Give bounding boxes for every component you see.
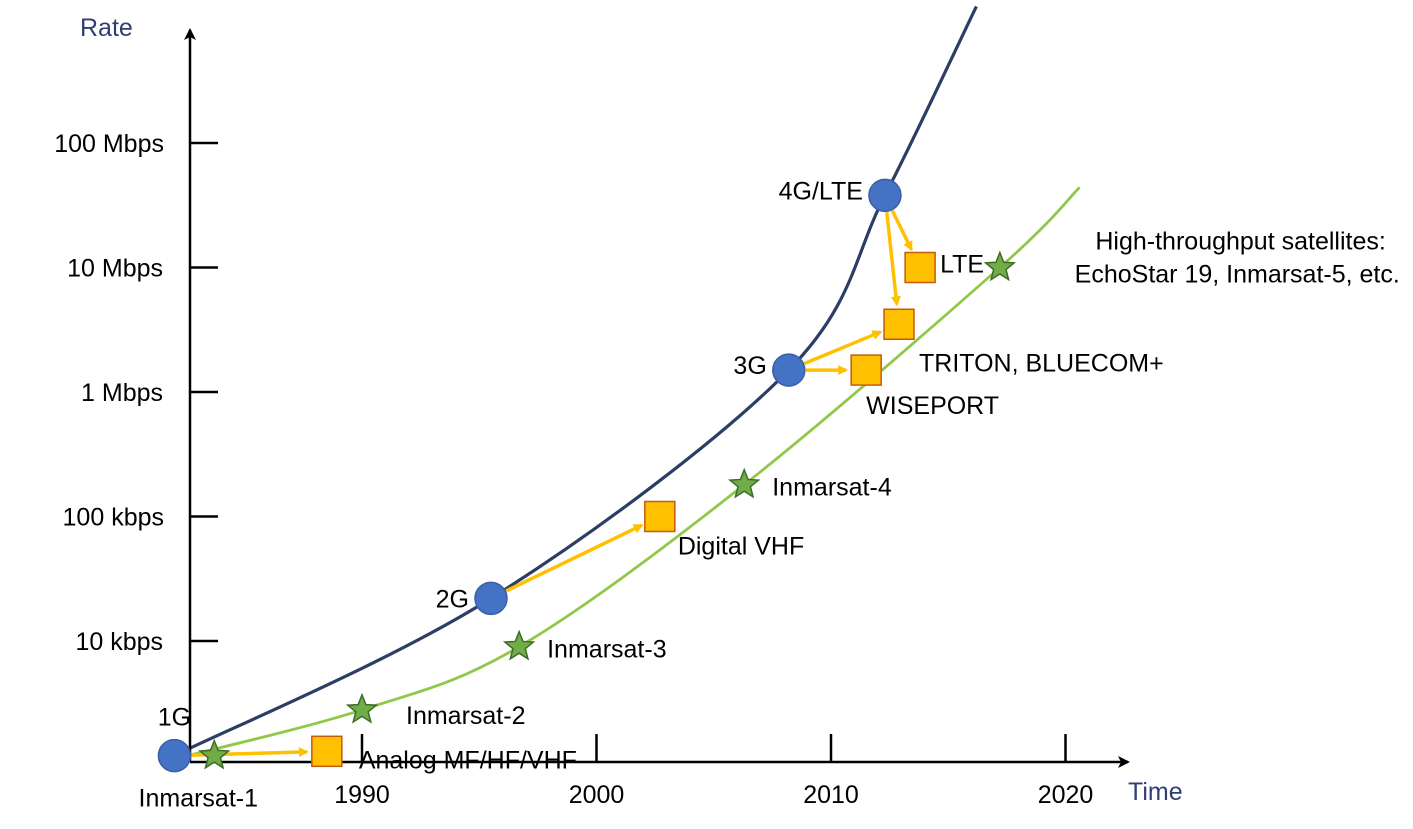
marker-1g: [157, 738, 192, 773]
marker-triton-bluecom: [883, 308, 915, 341]
x-axis-title: Time: [1128, 778, 1183, 806]
y-tick-label: 10 kbps: [75, 628, 163, 656]
arrow-4g-lte-to-triton-bluecom: [885, 212, 901, 307]
marker-lte: [904, 251, 936, 284]
label-inmarsat-1: Inmarsat-1: [139, 785, 258, 813]
x-tick-label: 2020: [1038, 781, 1094, 809]
y-tick-label: 100 kbps: [63, 504, 164, 532]
marker-digital-vhf: [644, 500, 676, 533]
label-2g: 2G: [436, 585, 469, 613]
x-tick-label: 1990: [334, 781, 390, 809]
marker-3g: [772, 353, 806, 387]
label-3g: 3G: [733, 352, 766, 380]
axis-ticks: 10 kbps 100 kbps 1 Mbps 10 Mbps 100 Mbps 1990…: [54, 130, 1093, 809]
arrow-3g-to-triton-bluecom: [803, 330, 883, 366]
label-wiseport: WISEPORT: [866, 392, 999, 420]
marker-wiseport: [850, 354, 882, 386]
data-markers: [157, 178, 1017, 773]
marker-high-throughput-satellites: [983, 250, 1017, 282]
y-tick-label: 10 Mbps: [67, 255, 163, 283]
label-inmarsat-4: Inmarsat-4: [772, 474, 892, 502]
y-axis-title: Rate: [80, 14, 133, 42]
cellular-trend-curve: [173, 5, 978, 758]
marker-4g-lte: [868, 178, 902, 213]
arrow-4g-lte-to-lte: [890, 209, 913, 252]
label-inmarsat-2: Inmarsat-2: [406, 702, 525, 730]
label-lte: LTE: [940, 251, 984, 279]
y-tick-label: 1 Mbps: [81, 379, 163, 407]
marker-analog-mf-hf-vhf: [311, 735, 343, 768]
label-1g: 1G: [158, 704, 191, 732]
marker-inmarsat-3: [502, 629, 536, 661]
marker-inmarsat-2: [345, 692, 379, 724]
label-inmarsat-3: Inmarsat-3: [547, 636, 666, 664]
marker-inmarsat-1: [198, 738, 231, 770]
marker-2g: [474, 581, 508, 616]
label-4g-lte: 4G/LTE: [779, 177, 863, 205]
x-tick-label: 2010: [803, 781, 859, 809]
label-high-throughput-satellites: High-throughput satellites: EchoStar 19, …: [1075, 228, 1400, 289]
x-tick-label: 2000: [569, 781, 625, 809]
y-tick-label: 100 Mbps: [54, 130, 164, 158]
arrow-2g-to-digital-vhf: [505, 523, 644, 593]
marker-inmarsat-4: [728, 467, 761, 499]
label-triton-bluecom: TRITON, BLUECOM+: [919, 349, 1164, 377]
label-digital-vhf: Digital VHF: [678, 533, 804, 561]
data-labels: 1G 2G 3G 4G/LTE Inmarsat-1 Inmarsat-2 Inmarsat…: [139, 177, 1400, 812]
label-analog-mf-hf-vhf: Analog MF/HF/VHF: [359, 746, 577, 774]
